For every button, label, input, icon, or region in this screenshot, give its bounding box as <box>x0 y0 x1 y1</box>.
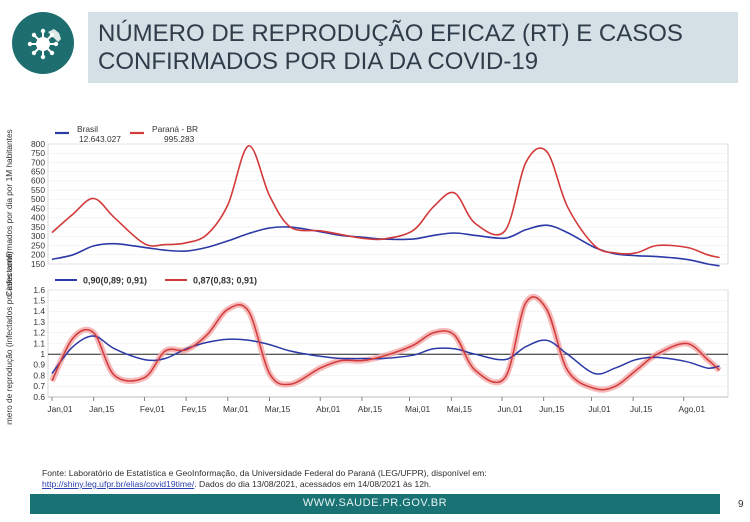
top-y-tick-label: 300 <box>31 231 45 241</box>
virus-parana-logo-icon <box>12 12 74 74</box>
page-title: NÚMERO DE REPRODUÇÃO EFICAZ (RT) E CASOS… <box>98 20 683 75</box>
bottom-y-tick-label: 1.5 <box>33 296 45 306</box>
top-y-tick-label: 400 <box>31 213 45 223</box>
footer-url[interactable]: WWW.SAUDE.PR.GOV.BR <box>302 497 448 509</box>
x-tick-label: Abr,01 <box>316 404 341 414</box>
source-line2: . Dados do dia 13/08/2021, acessados em … <box>194 479 432 489</box>
top-y-tick-label: 750 <box>31 148 45 158</box>
bottom-series-parana-line <box>51 296 721 391</box>
bottom-series-brasil-line <box>51 335 720 375</box>
top-y-axis-label: Casos confirmados por dia por 1M habitan… <box>4 129 14 296</box>
bottom-y-tick-label: 1.6 <box>33 285 45 295</box>
x-tick-label: Jun,01 <box>497 404 522 414</box>
footer-bar: WWW.SAUDE.PR.GOV.BR <box>30 494 720 514</box>
top-y-tick-label: 550 <box>31 185 45 195</box>
source-note: Fonte: Laboratório de Estatística e GeoI… <box>42 468 682 490</box>
x-tick-label: Jan,01 <box>47 404 72 414</box>
x-tick-label: Ago,01 <box>678 404 705 414</box>
bottom-legend-label: 0,90(0,89; 0,91) <box>83 276 147 286</box>
x-tick-label: Mai,15 <box>447 404 472 414</box>
source-link[interactable]: http://shiny.leg.ufpr.br/elias/covid19ti… <box>42 479 195 489</box>
bottom-y-tick-label: 0.7 <box>33 381 45 391</box>
bottom-y-tick-label: 0.9 <box>33 360 45 370</box>
top-y-tick-label: 800 <box>31 139 45 149</box>
page-number: 9 <box>738 499 744 510</box>
x-tick-label: Jul,15 <box>630 404 653 414</box>
top-panel: 1502002503003504004505005506006507007508… <box>4 124 729 297</box>
x-tick-label: Mar,01 <box>223 404 249 414</box>
bottom-y-tick-label: 0.8 <box>33 370 45 380</box>
bottom-y-tick-label: 1 <box>40 349 45 359</box>
top-y-tick-label: 600 <box>31 176 45 186</box>
top-y-tick-label: 250 <box>31 240 45 250</box>
bottom-y-axis-label: Número de reprodução (infectados por inf… <box>4 251 14 425</box>
top-gridlines <box>48 143 728 265</box>
top-series-parana-line <box>51 145 720 259</box>
bottom-y-ticks: 0.60.70.80.911.11.21.31.41.51.6 <box>33 285 45 402</box>
top-legend-population: 995.283 <box>164 134 195 144</box>
x-tick-label: Abr,15 <box>358 404 383 414</box>
x-axis-ticks: Jan,01 Jan,15 Fev,01 Fev,15 Mar,01 Mar,15 Abr,… <box>47 396 728 414</box>
x-tick-label: Mai,01 <box>405 404 430 414</box>
bottom-legend: 0,90(0,89; 0,91) 0,87(0,83; 0,91) <box>55 276 257 286</box>
top-decoration <box>0 0 160 6</box>
top-y-tick-label: 450 <box>31 203 45 213</box>
bottom-series <box>49 293 722 393</box>
x-tick-label: Fev,01 <box>140 404 165 414</box>
top-panel-frame <box>47 143 729 265</box>
top-y-tick-label: 500 <box>31 194 45 204</box>
bottom-y-tick-label: 1.3 <box>33 317 45 327</box>
bottom-y-tick-label: 0.6 <box>33 392 45 402</box>
top-y-tick-label: 650 <box>31 166 45 176</box>
title-banner: NÚMERO DE REPRODUÇÃO EFICAZ (RT) E CASOS… <box>88 12 738 83</box>
x-tick-label: Jun,15 <box>539 404 564 414</box>
top-y-tick-label: 150 <box>31 259 45 269</box>
top-y-tick-label: 200 <box>31 250 45 260</box>
top-series <box>51 145 720 267</box>
bottom-y-tick-label: 1.2 <box>33 328 45 338</box>
source-line1: Fonte: Laboratório de Estatística e GeoI… <box>42 468 487 478</box>
covid-charts: 1502002503003504004505005506006507007508… <box>4 124 729 425</box>
top-y-ticks: 1502002503003504004505005506006507007508… <box>31 139 45 269</box>
x-tick-label: Mar,15 <box>265 404 291 414</box>
top-y-tick-label: 350 <box>31 222 45 232</box>
bottom-legend-label: 0,87(0,83; 0,91) <box>193 276 257 286</box>
top-legend-name: Paraná - BR <box>152 124 198 134</box>
x-tick-label: Fev,15 <box>182 404 207 414</box>
x-tick-label: Jul,01 <box>588 404 611 414</box>
top-legend-name: Brasil <box>77 124 98 134</box>
bottom-y-tick-label: 1.4 <box>33 306 45 316</box>
x-tick-label: Jan,15 <box>89 404 114 414</box>
bottom-panel: 0.60.70.80.911.11.21.31.41.51.6 Número d… <box>4 251 729 425</box>
top-y-tick-label: 700 <box>31 157 45 167</box>
top-legend-population: 12.643.027 <box>79 134 121 144</box>
bottom-y-tick-label: 1.1 <box>33 338 45 348</box>
